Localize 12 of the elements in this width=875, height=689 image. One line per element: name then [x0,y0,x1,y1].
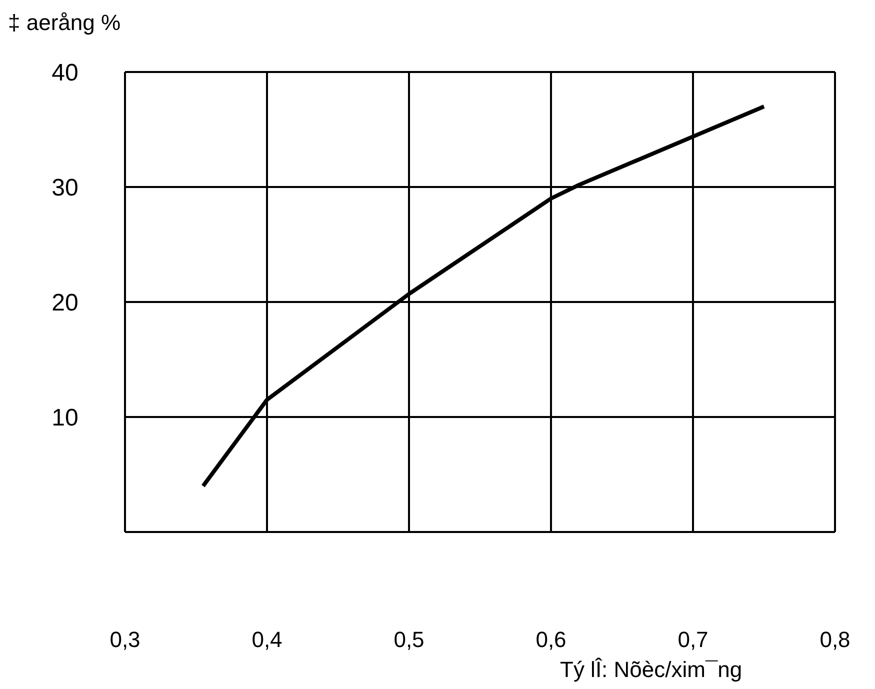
y-tick-label: 20 [52,289,78,316]
x-tick-label: 0,5 [394,627,424,652]
x-tick-label: 0,6 [536,627,566,652]
x-axis-title: Tý lÎ: Nõèc/xim¯ng [560,657,742,682]
y-tick-label: 40 [52,59,78,86]
y-tick-label: 30 [52,174,78,202]
x-tick-label: 0,4 [252,627,282,652]
x-tick-label: 0,7 [678,627,708,652]
y-tick-label: 10 [52,404,78,432]
x-tick-label: 0,3 [110,627,140,652]
y-axis-title: ‡ aerång % [8,10,121,35]
x-tick-label: 0,8 [820,627,850,652]
